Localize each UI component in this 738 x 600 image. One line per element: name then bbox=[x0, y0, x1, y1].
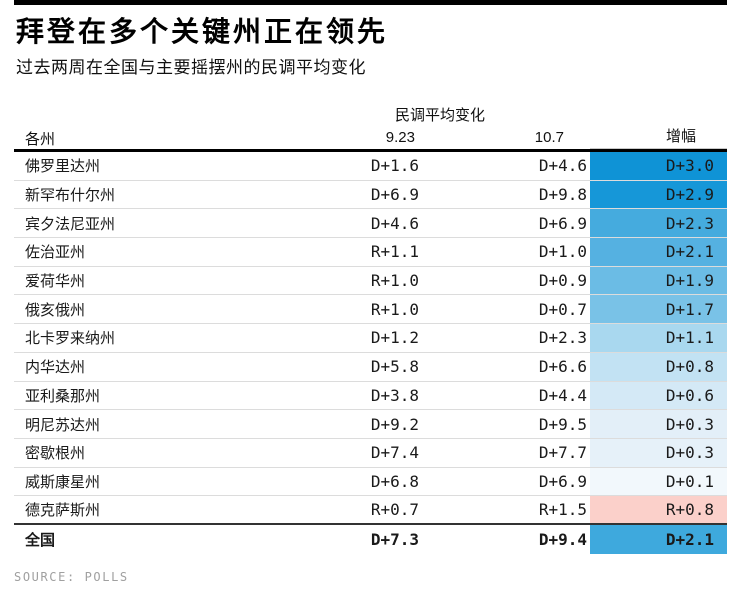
column-header-date-sep23: 9.23 bbox=[385, 129, 415, 146]
table-row: 威斯康星州 D+6.8 D+6.9 D+0.1 bbox=[14, 467, 727, 497]
header-rule bbox=[14, 149, 727, 152]
poll-value-sep23: D+7.4 bbox=[370, 443, 419, 463]
table-row: 亚利桑那州 D+3.8 D+4.4 D+0.6 bbox=[14, 381, 727, 411]
change-value-cell: D+1.9 bbox=[590, 266, 727, 295]
state-name: 密歇根州 bbox=[25, 445, 86, 463]
table-row: 德克萨斯州 R+0.7 R+1.5 R+0.8 bbox=[14, 496, 727, 525]
poll-value-sep23: D+6.8 bbox=[370, 471, 419, 491]
change-value-cell: D+2.1 bbox=[590, 524, 727, 554]
poll-value-oct7: D+4.4 bbox=[538, 385, 587, 405]
poll-table: 民调平均变化 各州 9.23 10.7 增幅 佛罗里达州 D+1.6 D+4.6… bbox=[14, 104, 727, 554]
state-name: 内华达州 bbox=[25, 359, 86, 377]
column-header-state: 各州 bbox=[25, 131, 56, 148]
change-value-cell: D+0.1 bbox=[590, 467, 727, 496]
table-header-row: 各州 9.23 10.7 增幅 bbox=[14, 122, 727, 149]
change-value-cell: D+0.8 bbox=[590, 352, 727, 381]
change-value-cell: D+0.3 bbox=[590, 438, 727, 467]
table-row: 宾夕法尼亚州 D+4.6 D+6.9 D+2.3 bbox=[14, 209, 727, 239]
change-value-cell: R+0.8 bbox=[590, 496, 727, 523]
poll-value-oct7: D+6.9 bbox=[538, 213, 587, 233]
change-value-cell: D+0.6 bbox=[590, 381, 727, 410]
poll-value-oct7: D+6.6 bbox=[538, 357, 587, 377]
poll-value-oct7: D+9.4 bbox=[538, 529, 587, 549]
poll-value-sep23: D+1.2 bbox=[370, 328, 419, 348]
poll-value-oct7: D+1.0 bbox=[538, 242, 587, 262]
state-name: 佐治亚州 bbox=[25, 244, 86, 262]
state-name: 佛罗里达州 bbox=[25, 158, 101, 176]
state-name: 全国 bbox=[25, 531, 56, 549]
poll-value-oct7: D+6.9 bbox=[538, 471, 587, 491]
top-accent-bar bbox=[14, 0, 727, 5]
table-row: 明尼苏达州 D+9.2 D+9.5 D+0.3 bbox=[14, 410, 727, 439]
change-value-cell: D+1.7 bbox=[590, 295, 727, 324]
poll-value-sep23: R+1.0 bbox=[370, 271, 419, 291]
state-name: 亚利桑那州 bbox=[25, 387, 101, 405]
table-row: 北卡罗来纳州 D+1.2 D+2.3 D+1.1 bbox=[14, 324, 727, 353]
column-header-change: 增幅 bbox=[590, 125, 727, 149]
table-row: 佐治亚州 R+1.1 D+1.0 D+2.1 bbox=[14, 238, 727, 267]
column-group-header-row: 民调平均变化 bbox=[14, 104, 727, 124]
change-value-cell: D+2.1 bbox=[590, 238, 727, 266]
state-name: 俄亥俄州 bbox=[25, 301, 86, 319]
poll-value-sep23: D+1.6 bbox=[370, 156, 419, 176]
poll-value-oct7: D+7.7 bbox=[538, 443, 587, 463]
poll-value-sep23: R+1.0 bbox=[370, 299, 419, 319]
state-name: 威斯康星州 bbox=[25, 473, 101, 491]
poll-value-sep23: R+1.1 bbox=[370, 242, 419, 262]
state-name: 北卡罗来纳州 bbox=[25, 330, 116, 348]
change-value-cell: D+2.9 bbox=[590, 180, 727, 209]
column-group-header-label: 民调平均变化 bbox=[395, 107, 486, 124]
change-value-cell: D+3.0 bbox=[590, 152, 727, 180]
poll-value-sep23: D+6.9 bbox=[370, 185, 419, 205]
table-row: 新罕布什尔州 D+6.9 D+9.8 D+2.9 bbox=[14, 180, 727, 210]
poll-value-oct7: R+1.5 bbox=[538, 500, 587, 520]
poll-value-sep23: D+3.8 bbox=[370, 385, 419, 405]
page-subtitle: 过去两周在全国与主要摇摆州的民调平均变化 bbox=[16, 58, 366, 77]
column-header-date-oct7: 10.7 bbox=[534, 129, 564, 146]
poll-value-oct7: D+9.8 bbox=[538, 185, 587, 205]
state-name: 宾夕法尼亚州 bbox=[25, 215, 116, 233]
poll-value-sep23: R+0.7 bbox=[370, 500, 419, 520]
change-value-cell: D+0.3 bbox=[590, 410, 727, 438]
poll-value-oct7: D+0.9 bbox=[538, 271, 587, 291]
state-name: 爱荷华州 bbox=[25, 273, 86, 291]
poll-value-sep23: D+9.2 bbox=[370, 414, 419, 434]
change-value-cell: D+1.1 bbox=[590, 324, 727, 352]
table-row: 密歇根州 D+7.4 D+7.7 D+0.3 bbox=[14, 438, 727, 468]
table-row: 爱荷华州 R+1.0 D+0.9 D+1.9 bbox=[14, 266, 727, 296]
table-body: 佛罗里达州 D+1.6 D+4.6 D+3.0 新罕布什尔州 D+6.9 D+9… bbox=[14, 152, 727, 554]
poll-value-sep23: D+4.6 bbox=[370, 213, 419, 233]
state-name: 新罕布什尔州 bbox=[25, 187, 116, 205]
poll-change-graphic: 拜登在多个关键州正在领先 过去两周在全国与主要摇摆州的民调平均变化 民调平均变化… bbox=[14, 0, 727, 584]
poll-value-oct7: D+0.7 bbox=[538, 299, 587, 319]
poll-value-sep23: D+7.3 bbox=[370, 529, 419, 549]
state-name: 明尼苏达州 bbox=[25, 416, 101, 434]
poll-value-sep23: D+5.8 bbox=[370, 357, 419, 377]
table-row: 内华达州 D+5.8 D+6.6 D+0.8 bbox=[14, 352, 727, 382]
table-row: 佛罗里达州 D+1.6 D+4.6 D+3.0 bbox=[14, 152, 727, 181]
poll-value-oct7: D+4.6 bbox=[538, 156, 587, 176]
source-note: SOURCE: POLLS bbox=[14, 569, 129, 584]
table-row: 俄亥俄州 R+1.0 D+0.7 D+1.7 bbox=[14, 295, 727, 325]
table-row: 全国 D+7.3 D+9.4 D+2.1 bbox=[14, 524, 727, 554]
change-value-cell: D+2.3 bbox=[590, 209, 727, 238]
page-title: 拜登在多个关键州正在领先 bbox=[16, 17, 389, 48]
state-name: 德克萨斯州 bbox=[25, 502, 101, 520]
poll-value-oct7: D+2.3 bbox=[538, 328, 587, 348]
poll-value-oct7: D+9.5 bbox=[538, 414, 587, 434]
